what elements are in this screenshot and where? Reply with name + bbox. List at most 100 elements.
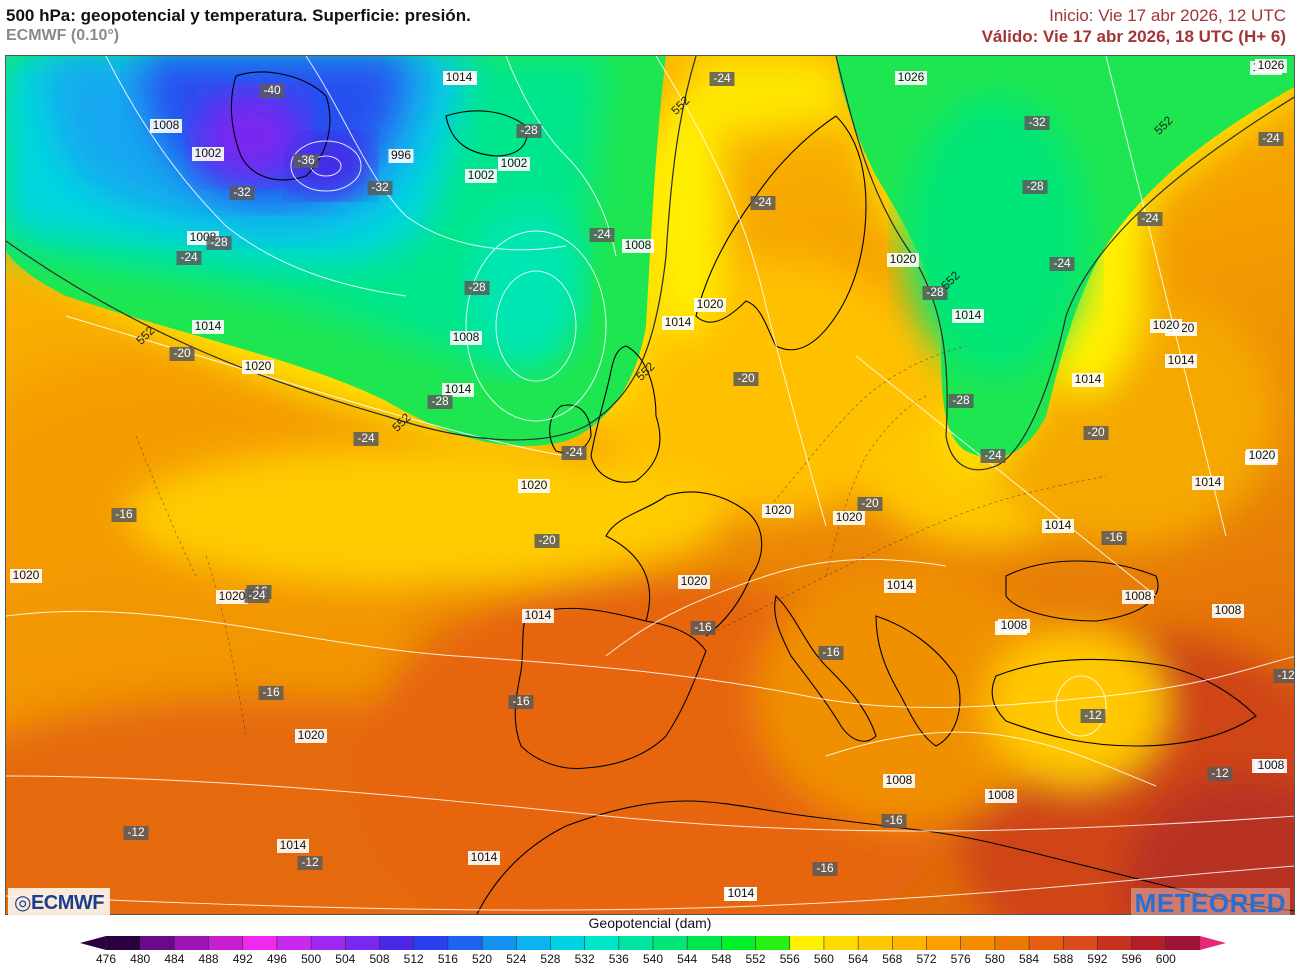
temperature-label: -16 [262,685,280,699]
colorbar-tick-label: 476 [96,952,116,966]
colorbar-tick-label: 540 [643,952,663,966]
temperature-label-bg [297,856,323,870]
temperature-label-bg [1022,180,1048,194]
colorbar-swatch [550,936,586,950]
pressure-label: 1008 [1258,758,1285,772]
temperature-label: -28 [952,393,970,407]
temperature-label: -24 [1141,211,1159,225]
pressure-label: 1008 [886,773,913,787]
pressure-label-bg [518,479,550,493]
map-canvas: 1002100810029961002100210081008101410141… [6,56,1295,914]
colorbar-tick-label: 488 [199,952,219,966]
pressure-label-bg [998,619,1030,633]
temperature-label: -20 [1087,425,1105,439]
temperature-label: -16 [115,507,133,521]
colorbar-tick-label: 492 [233,952,253,966]
temperature-label-bg [258,686,284,700]
temperature-label: -24 [248,588,266,602]
colorbar-swatch [1165,936,1201,950]
colorbar-swatch [789,936,825,950]
colorbar-swatch [653,936,688,950]
temperature-label-bg [733,372,759,386]
colorbar-swatch [892,936,927,950]
pressure-label: 1020 [697,297,724,311]
temperature-label-bg [534,534,560,548]
temperature-label: -20 [861,496,879,510]
temperature-label-bg [1083,426,1109,440]
pressure-label: 996 [391,148,411,162]
pressure-label-bg [10,569,42,583]
pressure-label-bg [1212,604,1244,618]
pressure-label-bg [450,331,482,345]
temperature-label-bg [709,72,735,86]
temperature-label-bg [259,84,285,98]
colorbar-swatch [755,936,791,950]
pressure-label-bg [1165,354,1197,368]
colorbar-swatch [345,936,380,950]
pressure-label: 1014 [665,315,692,329]
colorbar-swatch [858,936,893,950]
pressure-label-bg [694,298,726,312]
pressure-label-bg [242,360,274,374]
temperature-label: -32 [371,180,389,194]
temperature-label-bg [922,286,948,300]
ecmwf-logo-text: ECMWF [30,892,105,914]
temperature-label: -40 [263,83,281,97]
colorbar-swatch [140,936,175,950]
temperature-label: -24 [593,227,611,241]
pressure-label: 1014 [280,838,307,852]
ecmwf-logo-icon: ◎ [14,892,31,914]
temperature-label-bg [123,826,149,840]
pressure-label: 1020 [245,359,272,373]
pressure-label-bg [883,774,915,788]
pressure-label: 1014 [471,850,498,864]
temperature-label-bg [1137,212,1163,226]
temperature-label: -28 [210,235,228,249]
pressure-label: 1002 [501,156,528,170]
pressure-label-bg [192,147,224,161]
pressure-label: 1014 [445,382,472,396]
pressure-label: 1008 [453,330,480,344]
isohypse-552-west [6,56,697,441]
pressure-label-bg [150,119,182,133]
pressure-label-bg [442,383,474,397]
temperature-label: -32 [1028,115,1046,129]
temperature-label-bg [818,646,844,660]
colorbar-swatch [1131,936,1167,950]
pressure-label-bg [295,729,327,743]
colorbar-swatch [447,936,483,950]
colorbar-swatch [618,936,654,950]
temperature-label: -16 [885,813,903,827]
pressure-label: 1020 [219,589,246,603]
temperature-labels: -40-36-32 -32-28-28-24-24-28-24-20-24-24-… [111,71,1295,876]
pressure-label: 1014 [1045,518,1072,532]
temperature-label: -16 [816,861,834,875]
temperature-label: -12 [1277,668,1295,682]
valid-time: Válido: Vie 17 abr 2026, 18 UTC (H+ 6) [981,27,1286,46]
colorbar-tick-label: 584 [1019,952,1039,966]
temperature-label: -28 [926,285,944,299]
temperature-label-bg [1080,709,1106,723]
temperature-label-bg [293,154,319,168]
temperature-label-bg [1024,116,1050,130]
temperature-label-bg [812,862,838,876]
temperature-label: -24 [357,431,375,445]
colorbar-tick-label: 576 [951,952,971,966]
temperature-label-bg [353,432,379,446]
colorbar-swatch [516,936,551,950]
colorbar-tick-label: 556 [780,952,800,966]
temperature-label: -12 [1084,708,1102,722]
pressure-label: 1014 [728,886,755,900]
colorbar-swatch [276,936,312,950]
temperature-label-bg [427,395,453,409]
pressure-label: 1014 [525,608,552,622]
temperature-label: -24 [984,448,1002,462]
temperature-label-bg [169,347,195,361]
isohypse-552-east [835,56,1294,471]
colorbar-swatch [687,936,722,950]
pressure-label-bg [622,239,654,253]
trough-core-purple [196,91,306,181]
colorbar-swatch [823,936,859,950]
temperature-label: -28 [468,280,486,294]
weather-map[interactable]: 1002100810029961002100210081008101410141… [5,55,1295,915]
